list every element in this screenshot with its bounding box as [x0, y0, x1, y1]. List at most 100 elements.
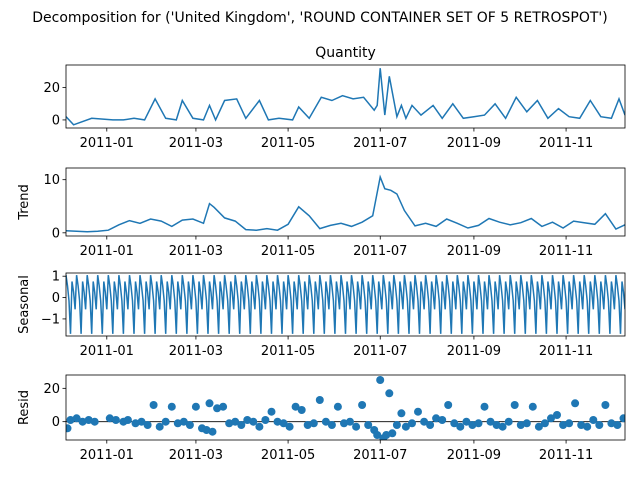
- quantity-ytick-label: 20: [43, 81, 60, 96]
- resid-point: [72, 414, 81, 423]
- resid-point: [382, 431, 391, 439]
- trend-ylabel: Trend: [17, 184, 32, 221]
- resid-ytick-label: 20: [43, 382, 60, 397]
- resid-point: [456, 422, 465, 431]
- figure-suptitle: Decomposition for ('United Kingdom', 'RO…: [32, 10, 608, 26]
- resid-xtick-label: 2011-05: [261, 448, 315, 463]
- seasonal-ytick-label: −1: [41, 312, 60, 327]
- seasonal-marks: [66, 274, 625, 334]
- seasonal-axes-frame: [65, 272, 626, 337]
- quantity-xtick-label: 2011-05: [261, 136, 315, 151]
- resid-ylabel: Resid: [17, 390, 32, 425]
- resid-point: [249, 417, 258, 426]
- trend-ytick-label: 10: [43, 173, 60, 188]
- resid-ytick-label: 0: [52, 415, 60, 430]
- trend-xtick-label: 2011-03: [169, 244, 223, 259]
- quantity-panel: 0 20 2011-01 2011-03 2011-05 2011-07 2011-09 20…: [43, 45, 626, 151]
- resid-point: [607, 419, 616, 428]
- quantity-ytick-label: 0: [52, 113, 60, 128]
- resid-point: [205, 399, 214, 408]
- resid-point: [613, 421, 622, 429]
- quantity-axes-frame: [65, 64, 626, 129]
- resid-point: [191, 402, 200, 411]
- resid-point: [267, 407, 276, 416]
- resid-point: [279, 419, 288, 428]
- quantity-xtick-label: 2011-09: [447, 136, 501, 151]
- resid-point: [225, 419, 234, 428]
- resid-point: [462, 417, 471, 426]
- quantity-xtick-label: 2011-01: [80, 136, 134, 151]
- resid-point: [84, 416, 93, 424]
- resid-xtick-label: 2011-07: [353, 448, 407, 463]
- resid-point: [78, 417, 87, 426]
- resid-marks: [66, 376, 625, 440]
- resid-point: [426, 421, 435, 429]
- resid-point: [309, 419, 318, 428]
- resid-point: [619, 414, 625, 423]
- resid-point: [498, 422, 507, 431]
- resid-point: [66, 416, 75, 424]
- resid-point: [243, 416, 252, 424]
- seasonal-ytick-label: 1: [52, 270, 60, 285]
- resid-point: [255, 422, 264, 431]
- seasonal-ylabel: Seasonal: [17, 275, 32, 334]
- resid-point: [358, 401, 367, 409]
- quantity-title: Quantity: [315, 45, 376, 61]
- resid-point: [231, 417, 240, 426]
- resid-point: [149, 401, 158, 409]
- trend-xtick-label: 2011-01: [80, 244, 134, 259]
- resid-point: [352, 422, 361, 431]
- resid-point: [321, 417, 330, 426]
- resid-xtick-label: 2011-03: [169, 448, 223, 463]
- resid-point: [179, 417, 188, 426]
- resid-point: [444, 401, 453, 409]
- trend-ytick-label: 0: [52, 226, 60, 241]
- resid-point: [522, 419, 531, 428]
- resid-panel: 0 20 2011-01 2011-03 2011-05 2011-07 2011-09 20…: [17, 374, 626, 463]
- seasonal-panel: 1 0 −1 2011-01 2011-03 2011-05 2011-07 2011-09 2…: [17, 270, 626, 359]
- resid-point: [516, 421, 525, 429]
- resid-point: [346, 417, 354, 426]
- resid-point: [385, 389, 394, 398]
- resid-point: [333, 402, 342, 411]
- quantity-xtick-label: 2011-11: [539, 136, 593, 151]
- resid-point: [504, 417, 513, 426]
- trend-axes-frame: [65, 167, 626, 237]
- trend-panel: 0 10 2011-01 2011-03 2011-05 2011-07 2011-09 20…: [17, 167, 626, 259]
- seasonal-xtick-label: 2011-11: [539, 344, 593, 359]
- seasonal-xtick-label: 2011-01: [80, 344, 134, 359]
- resid-point: [273, 417, 282, 426]
- quantity-xtick-label: 2011-07: [353, 136, 407, 151]
- resid-point: [450, 419, 459, 428]
- resid-point: [373, 431, 382, 439]
- resid-point: [261, 416, 270, 424]
- resid-xtick-label: 2011-09: [447, 448, 501, 463]
- resid-point: [589, 416, 598, 424]
- quantity-marks: [66, 68, 625, 126]
- resid-axes-frame: [65, 374, 626, 441]
- quantity-xtick-label: 2011-03: [169, 136, 223, 151]
- resid-point: [553, 411, 561, 419]
- resid-point: [219, 402, 228, 411]
- trend-xtick-label: 2011-05: [261, 244, 315, 259]
- resid-point: [392, 421, 401, 429]
- resid-point: [66, 424, 72, 433]
- resid-point: [528, 402, 537, 411]
- resid-point: [468, 421, 477, 429]
- resid-point: [105, 414, 114, 423]
- resid-point: [510, 401, 519, 409]
- resid-point: [315, 396, 324, 404]
- resid-point: [131, 419, 140, 428]
- resid-point: [534, 422, 543, 431]
- resid-point: [408, 419, 416, 428]
- resid-point: [414, 407, 422, 416]
- resid-point: [167, 402, 176, 411]
- resid-point: [486, 417, 495, 426]
- trend-xtick-label: 2011-07: [353, 244, 407, 259]
- resid-point: [595, 421, 604, 429]
- resid-point: [601, 401, 610, 409]
- trend-xtick-label: 2011-09: [447, 244, 501, 259]
- trend-marks: [66, 174, 625, 233]
- resid-point: [340, 419, 348, 428]
- resid-point: [565, 419, 574, 428]
